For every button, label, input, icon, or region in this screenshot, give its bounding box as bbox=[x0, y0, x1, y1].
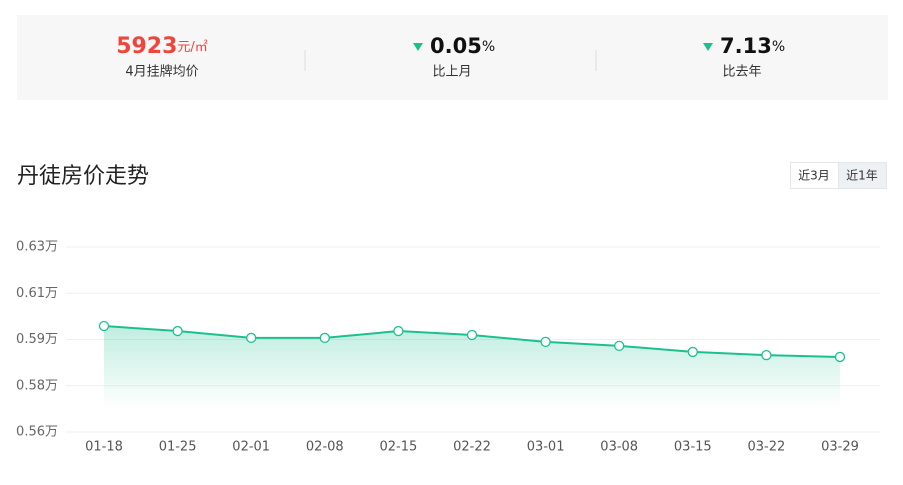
y-tick-label: 0.59万 bbox=[16, 332, 58, 347]
point bbox=[761, 349, 772, 361]
x-tick-label: 03-22 bbox=[748, 440, 786, 455]
section-title: 丹徒房价走势 bbox=[17, 164, 149, 189]
x-tick-label: 03-01 bbox=[527, 440, 565, 455]
x-tick-label: 02-15 bbox=[380, 440, 418, 455]
x-tick-label: 03-08 bbox=[600, 440, 638, 455]
x-tick-label: 03-15 bbox=[674, 440, 712, 455]
range-button[interactable]: 近1年 bbox=[846, 169, 878, 183]
stat-label: 比上月 bbox=[432, 65, 471, 80]
stat-value: 7.13 bbox=[720, 34, 772, 58]
stat-year: 7.13% bbox=[720, 34, 785, 58]
point bbox=[687, 346, 698, 358]
stat-unit: % bbox=[772, 39, 785, 55]
area bbox=[104, 326, 840, 408]
point bbox=[393, 325, 404, 337]
point bbox=[172, 325, 183, 337]
range-button[interactable]: 近3月 bbox=[798, 169, 830, 183]
x-tick-label: 02-22 bbox=[453, 440, 491, 455]
y-tick-label: 0.63万 bbox=[16, 240, 58, 255]
point bbox=[466, 329, 478, 341]
down-arrow bbox=[413, 43, 423, 51]
point bbox=[319, 332, 330, 344]
range-button-active[interactable] bbox=[838, 162, 887, 189]
x-tick-label: 02-08 bbox=[306, 440, 344, 455]
stat-price: 5923元/㎡ bbox=[116, 34, 208, 59]
stat-label: 4月挂牌均价 bbox=[125, 64, 198, 80]
stat-value: 0.05 bbox=[430, 34, 482, 58]
y-tick-label: 0.58万 bbox=[16, 378, 58, 393]
x-tick-label: 01-18 bbox=[85, 440, 123, 455]
point bbox=[246, 332, 257, 344]
point bbox=[98, 320, 110, 332]
x-tick-label: 02-01 bbox=[232, 440, 270, 455]
x-tick-label: 03-29 bbox=[821, 440, 859, 455]
stat-label: 比去年 bbox=[722, 65, 761, 80]
point bbox=[614, 340, 625, 351]
stat-value: 5923 bbox=[116, 34, 177, 59]
stats-panel bbox=[17, 15, 888, 100]
stat-unit: 元/㎡ bbox=[177, 40, 207, 55]
point bbox=[540, 336, 551, 348]
down-arrow bbox=[703, 43, 713, 51]
stat-unit: % bbox=[482, 39, 495, 55]
point bbox=[834, 351, 846, 363]
y-tick-label: 0.56万 bbox=[16, 425, 58, 440]
x-tick-label: 01-25 bbox=[159, 440, 197, 455]
stat-month: 0.05% bbox=[430, 34, 495, 58]
chart: 0.56万 0.58万 0.59万 0.61万 0.63万 01-18 01-25 02-01… bbox=[16, 240, 880, 455]
y-tick-label: 0.61万 bbox=[16, 286, 58, 301]
